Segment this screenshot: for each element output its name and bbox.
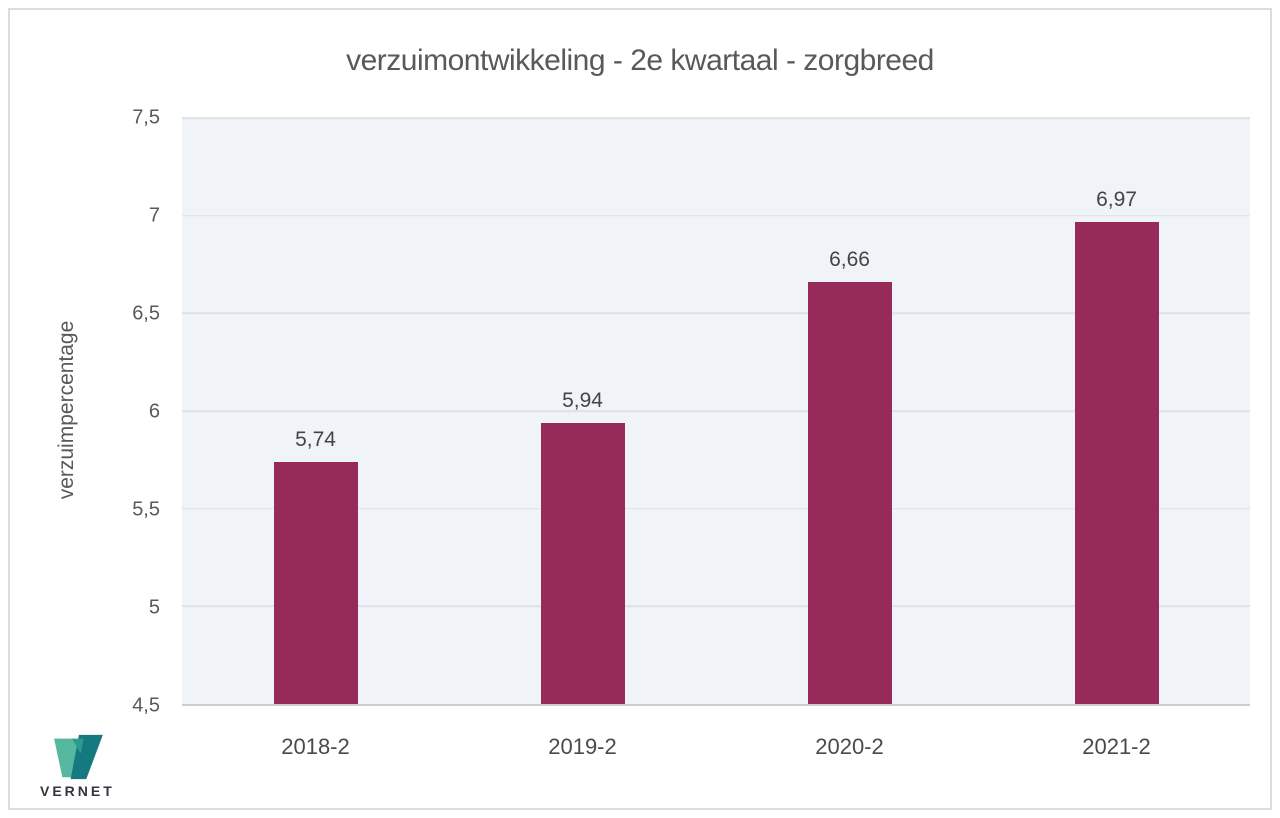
vernet-logo-text: VERNET	[40, 783, 115, 799]
x-axis-labels: 2018-2 2019-2 2020-2 2021-2	[182, 734, 1250, 770]
gridline	[182, 214, 1250, 217]
plot-area: 5,74 5,94 6,66 6,97	[182, 117, 1250, 706]
y-axis-tick-label: 6,5	[132, 302, 160, 325]
x-axis-tick-label: 2019-2	[548, 734, 617, 759]
y-axis-tick-label: 5	[148, 596, 160, 619]
bar-value-label: 5,94	[562, 388, 603, 412]
y-axis-tick-label: 5,5	[132, 498, 160, 521]
y-axis-tick-label: 7	[148, 204, 160, 227]
bar-value-label: 6,66	[829, 248, 870, 272]
y-axis-tick-label: 6	[148, 400, 160, 423]
gridline	[182, 312, 1250, 315]
x-axis-tick-label: 2018-2	[281, 734, 350, 759]
x-axis-tick-label: 2021-2	[1082, 734, 1151, 759]
y-axis-tick-label: 4,5	[132, 694, 160, 717]
gridline	[182, 410, 1250, 412]
x-axis-tick-label: 2020-2	[815, 734, 884, 759]
y-axis-ticks: 7,5 7 6,5 6 5,5 5 4,5	[10, 107, 170, 717]
bar-2021-2	[1074, 221, 1159, 704]
gridline	[182, 507, 1250, 510]
bar-2018-2	[273, 461, 358, 704]
gridline	[182, 117, 1250, 119]
y-axis-tick-label: 7,5	[132, 106, 160, 129]
chart-frame: verzuimontwikkeling - 2e kwartaal - zorg…	[8, 8, 1272, 810]
logo-mark-notch	[71, 738, 84, 754]
chart-title: verzuimontwikkeling - 2e kwartaal - zorg…	[346, 44, 934, 77]
bar-2019-2	[540, 422, 625, 704]
vernet-logo: VERNET	[40, 734, 150, 799]
bar-value-label: 6,97	[1096, 187, 1137, 211]
bar-2020-2	[807, 282, 892, 704]
gridline	[182, 605, 1250, 608]
bar-value-label: 5,74	[295, 427, 336, 451]
vernet-logo-icon	[54, 734, 103, 780]
